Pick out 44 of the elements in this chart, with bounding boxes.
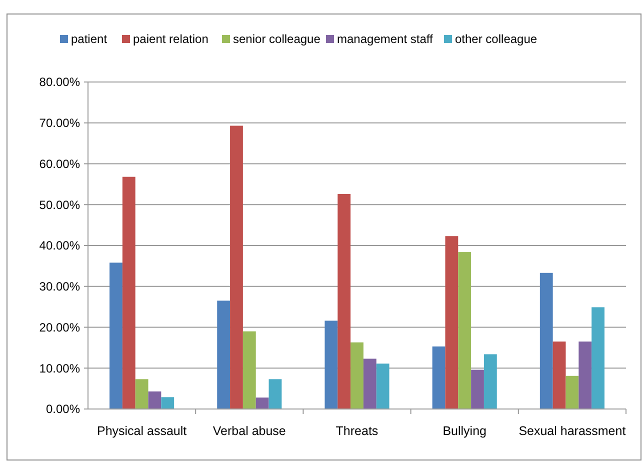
x-tick-label: Bullying	[442, 424, 487, 438]
legend-label: management staff	[337, 32, 434, 46]
bar	[566, 376, 579, 409]
y-tick-label: 80.00%	[39, 75, 80, 90]
bar	[350, 342, 364, 409]
bar	[338, 194, 351, 409]
bar	[376, 364, 390, 409]
legend-label: other colleague	[455, 32, 538, 46]
legend-label: paient relation	[133, 32, 208, 46]
bar	[578, 342, 592, 409]
bar	[458, 252, 472, 409]
bar	[484, 354, 497, 409]
x-tick-label: Threats	[336, 424, 378, 438]
x-tick-label: Physical assault	[96, 424, 188, 438]
y-tick-label: 20.00%	[39, 320, 80, 334]
y-tick-label: 50.00%	[39, 198, 80, 212]
legend-label: patient	[71, 32, 108, 46]
x-tick-label: Verbal abuse	[212, 424, 286, 438]
bar	[540, 272, 553, 409]
bar	[110, 262, 122, 409]
bar	[592, 307, 604, 409]
bar	[230, 126, 243, 409]
y-tick-label: 30.00%	[39, 280, 80, 294]
x-tick-label: Sexual harassment	[518, 424, 626, 438]
bar	[552, 342, 566, 409]
bar	[148, 391, 162, 409]
bar	[268, 379, 282, 409]
bar	[324, 320, 338, 409]
bar	[242, 331, 256, 409]
y-tick-label: 0.00%	[46, 402, 80, 416]
y-tick-label: 40.00%	[39, 238, 80, 253]
bar	[363, 358, 376, 409]
y-tick-label: 10.00%	[39, 361, 80, 376]
bar	[432, 346, 446, 409]
bar	[161, 397, 174, 409]
y-tick-label: 70.00%	[39, 116, 80, 130]
bar	[256, 398, 269, 409]
bar	[135, 379, 148, 409]
y-tick-label: 60.00%	[39, 156, 80, 171]
legend-label: senior colleague	[233, 32, 321, 46]
bar	[122, 176, 136, 409]
bar	[471, 370, 484, 409]
bar	[445, 236, 458, 409]
bar	[217, 300, 230, 409]
